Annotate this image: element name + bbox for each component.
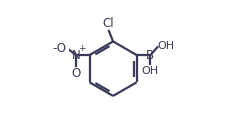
Text: OH: OH bbox=[142, 66, 159, 76]
Text: N: N bbox=[72, 49, 80, 62]
Text: O: O bbox=[71, 67, 81, 80]
Text: B: B bbox=[146, 49, 154, 62]
Text: OH: OH bbox=[158, 41, 175, 51]
Text: Cl: Cl bbox=[102, 17, 114, 30]
Text: -O: -O bbox=[52, 42, 66, 55]
Text: +: + bbox=[78, 44, 86, 53]
